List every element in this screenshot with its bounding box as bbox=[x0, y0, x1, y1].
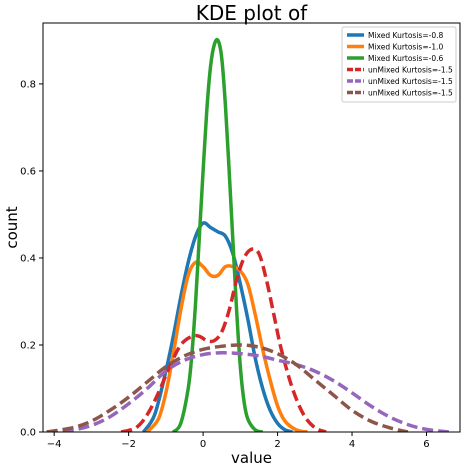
y-tick-label: 0.6 bbox=[20, 166, 36, 177]
legend-label: unMixed Kurtosis=-1.5 bbox=[368, 66, 453, 75]
plot-frame bbox=[42, 22, 461, 433]
series-line-1 bbox=[142, 221, 293, 432]
x-tick-label: 2 bbox=[274, 439, 280, 450]
x-tick-label: 6 bbox=[423, 439, 429, 450]
y-axis: 0.0 0.2 0.4 0.6 0.8 bbox=[20, 79, 43, 439]
series-line-3 bbox=[171, 37, 264, 432]
y-axis-label: count bbox=[3, 206, 21, 248]
legend: Mixed Kurtosis=-0.8 Mixed Kurtosis=-1.0 Mi… bbox=[341, 26, 457, 103]
x-axis: −4 −2 0 2 4 6 bbox=[47, 432, 430, 450]
legend-label: Mixed Kurtosis=-0.8 bbox=[368, 31, 443, 40]
y-tick-label: 0.2 bbox=[20, 340, 36, 351]
y-tick-label: 0.8 bbox=[20, 79, 36, 90]
y-tick-label: 0.4 bbox=[20, 253, 36, 264]
x-tick-label: −4 bbox=[47, 439, 62, 450]
series-line-5 bbox=[46, 351, 450, 432]
series-line-2 bbox=[145, 260, 308, 432]
x-axis-label: value bbox=[231, 449, 272, 467]
legend-label: unMixed Kurtosis=-1.5 bbox=[368, 89, 453, 98]
series-layer bbox=[46, 37, 450, 432]
legend-box bbox=[341, 26, 457, 103]
series-line-4 bbox=[120, 247, 327, 432]
legend-label: Mixed Kurtosis=-1.0 bbox=[368, 43, 443, 52]
chart-title: KDE plot of bbox=[196, 1, 308, 25]
x-tick-label: −2 bbox=[121, 439, 136, 450]
x-tick-label: 4 bbox=[349, 439, 355, 450]
series-line-6 bbox=[46, 343, 409, 432]
y-tick-label: 0.0 bbox=[20, 428, 36, 439]
x-tick-label: 0 bbox=[200, 439, 206, 450]
legend-label: Mixed Kurtosis=-0.6 bbox=[368, 54, 443, 63]
legend-label: unMixed Kurtosis=-1.5 bbox=[368, 77, 453, 86]
